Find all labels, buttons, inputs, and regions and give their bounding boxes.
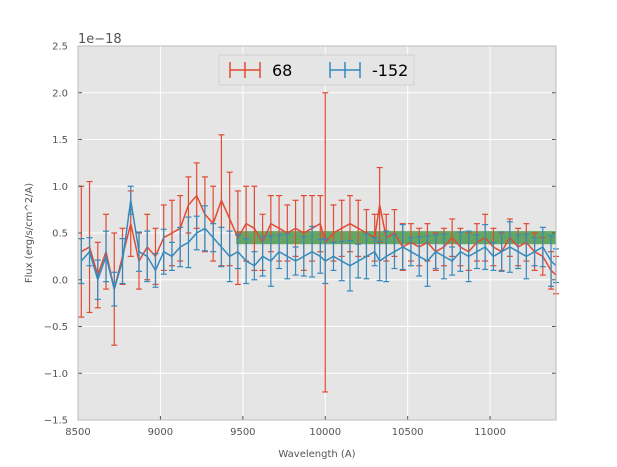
y-tick-label: −0.5: [44, 322, 68, 333]
y-tick-label: −1.5: [44, 416, 68, 427]
x-tick-label: 9000: [148, 427, 173, 438]
legend-swatch-152: [329, 62, 361, 78]
y-tick-label: −1.0: [44, 369, 68, 380]
series-line: [80, 200, 557, 292]
y-offset-label: 1e−18: [78, 32, 122, 47]
series-group: [78, 92, 559, 393]
y-axis-label: Flux (erg/s/cm^2/A): [24, 183, 35, 283]
tick-labels: 8500 9000 9500 10000 10500 11000 −1.5 −1.0 −0.5 0…: [44, 42, 556, 438]
series-1: [78, 185, 559, 307]
highlight-band: [236, 231, 556, 245]
green-band: [236, 231, 556, 245]
legend-box: [218, 54, 415, 86]
legend-label-68: 68: [272, 61, 292, 80]
y-tick-label: 2.0: [52, 88, 68, 99]
x-tick-label: 10000: [309, 427, 341, 438]
x-tick-label: 10500: [392, 427, 424, 438]
plot-frame: [77, 45, 557, 421]
y-tick-label: 0.5: [52, 229, 68, 240]
legend-swatch-68: [229, 62, 261, 78]
x-tick-label: 9500: [230, 427, 255, 438]
x-axis-label: Wavelength (A): [278, 449, 355, 460]
y-tick-label: 1.5: [52, 135, 68, 146]
x-tick-label: 8500: [65, 427, 90, 438]
legend: 68 -152: [218, 54, 415, 86]
legend-label-152: -152: [372, 61, 408, 80]
y-tick-label: 2.5: [52, 42, 68, 53]
series-line: [80, 194, 557, 290]
y-tick-label: 0.0: [52, 275, 68, 286]
y-tick-label: 1.0: [52, 182, 68, 193]
x-tick-label: 11000: [474, 427, 506, 438]
